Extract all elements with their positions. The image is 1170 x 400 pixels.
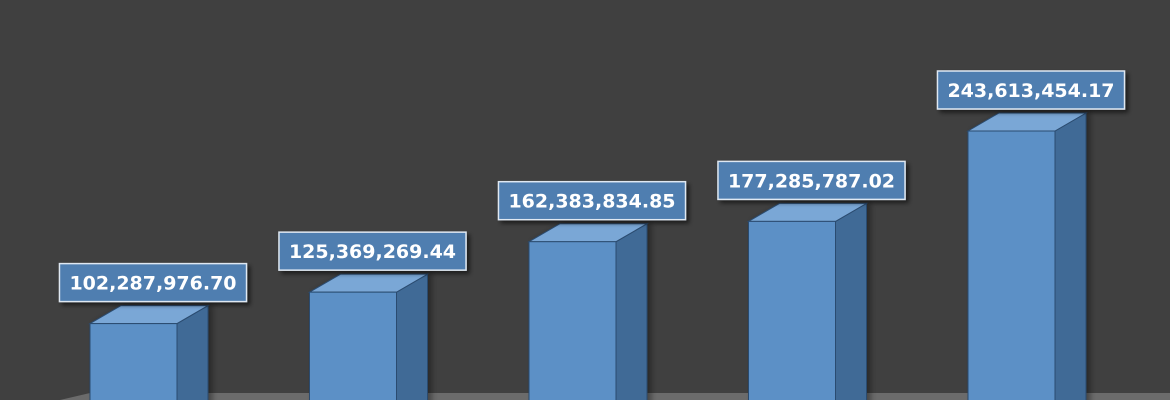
bars-group [88, 112, 1088, 400]
data-label-text: 243,613,454.17 [947, 80, 1114, 102]
bar [966, 112, 1088, 400]
bar-front-face [309, 291, 397, 400]
bar [307, 273, 430, 400]
bar-side-face [1054, 112, 1087, 400]
bar [527, 222, 649, 400]
bar-side-face [835, 202, 867, 400]
data-label-text: 177,285,787.02 [728, 170, 895, 192]
bar-side-face [615, 222, 648, 400]
data-label-box [278, 231, 467, 271]
data-label: 125,369,269.44 [278, 231, 467, 271]
bar-front-face [89, 323, 178, 400]
bar-front-face [528, 241, 617, 400]
bar-front-face [967, 130, 1056, 400]
data-label-box [936, 70, 1126, 110]
data-label: 162,383,834.85 [497, 180, 687, 221]
data-label: 243,613,454.17 [936, 70, 1126, 110]
data-label-box [717, 160, 906, 201]
data-labels-group: 102,287,976.70 125,369,269.44 162,383,834.… [58, 70, 1126, 303]
data-label: 102,287,976.70 [58, 262, 248, 303]
data-label-box [497, 180, 687, 221]
bar-side-face [396, 273, 428, 400]
data-label: 177,285,787.02 [717, 160, 906, 201]
bar [88, 304, 210, 400]
data-label-text: 162,383,834.85 [508, 191, 675, 213]
data-label-text: 125,369,269.44 [289, 241, 456, 263]
data-label-box [58, 262, 248, 303]
data-label-text: 102,287,976.70 [69, 273, 236, 295]
bar [746, 202, 869, 400]
bar-front-face [748, 220, 836, 400]
